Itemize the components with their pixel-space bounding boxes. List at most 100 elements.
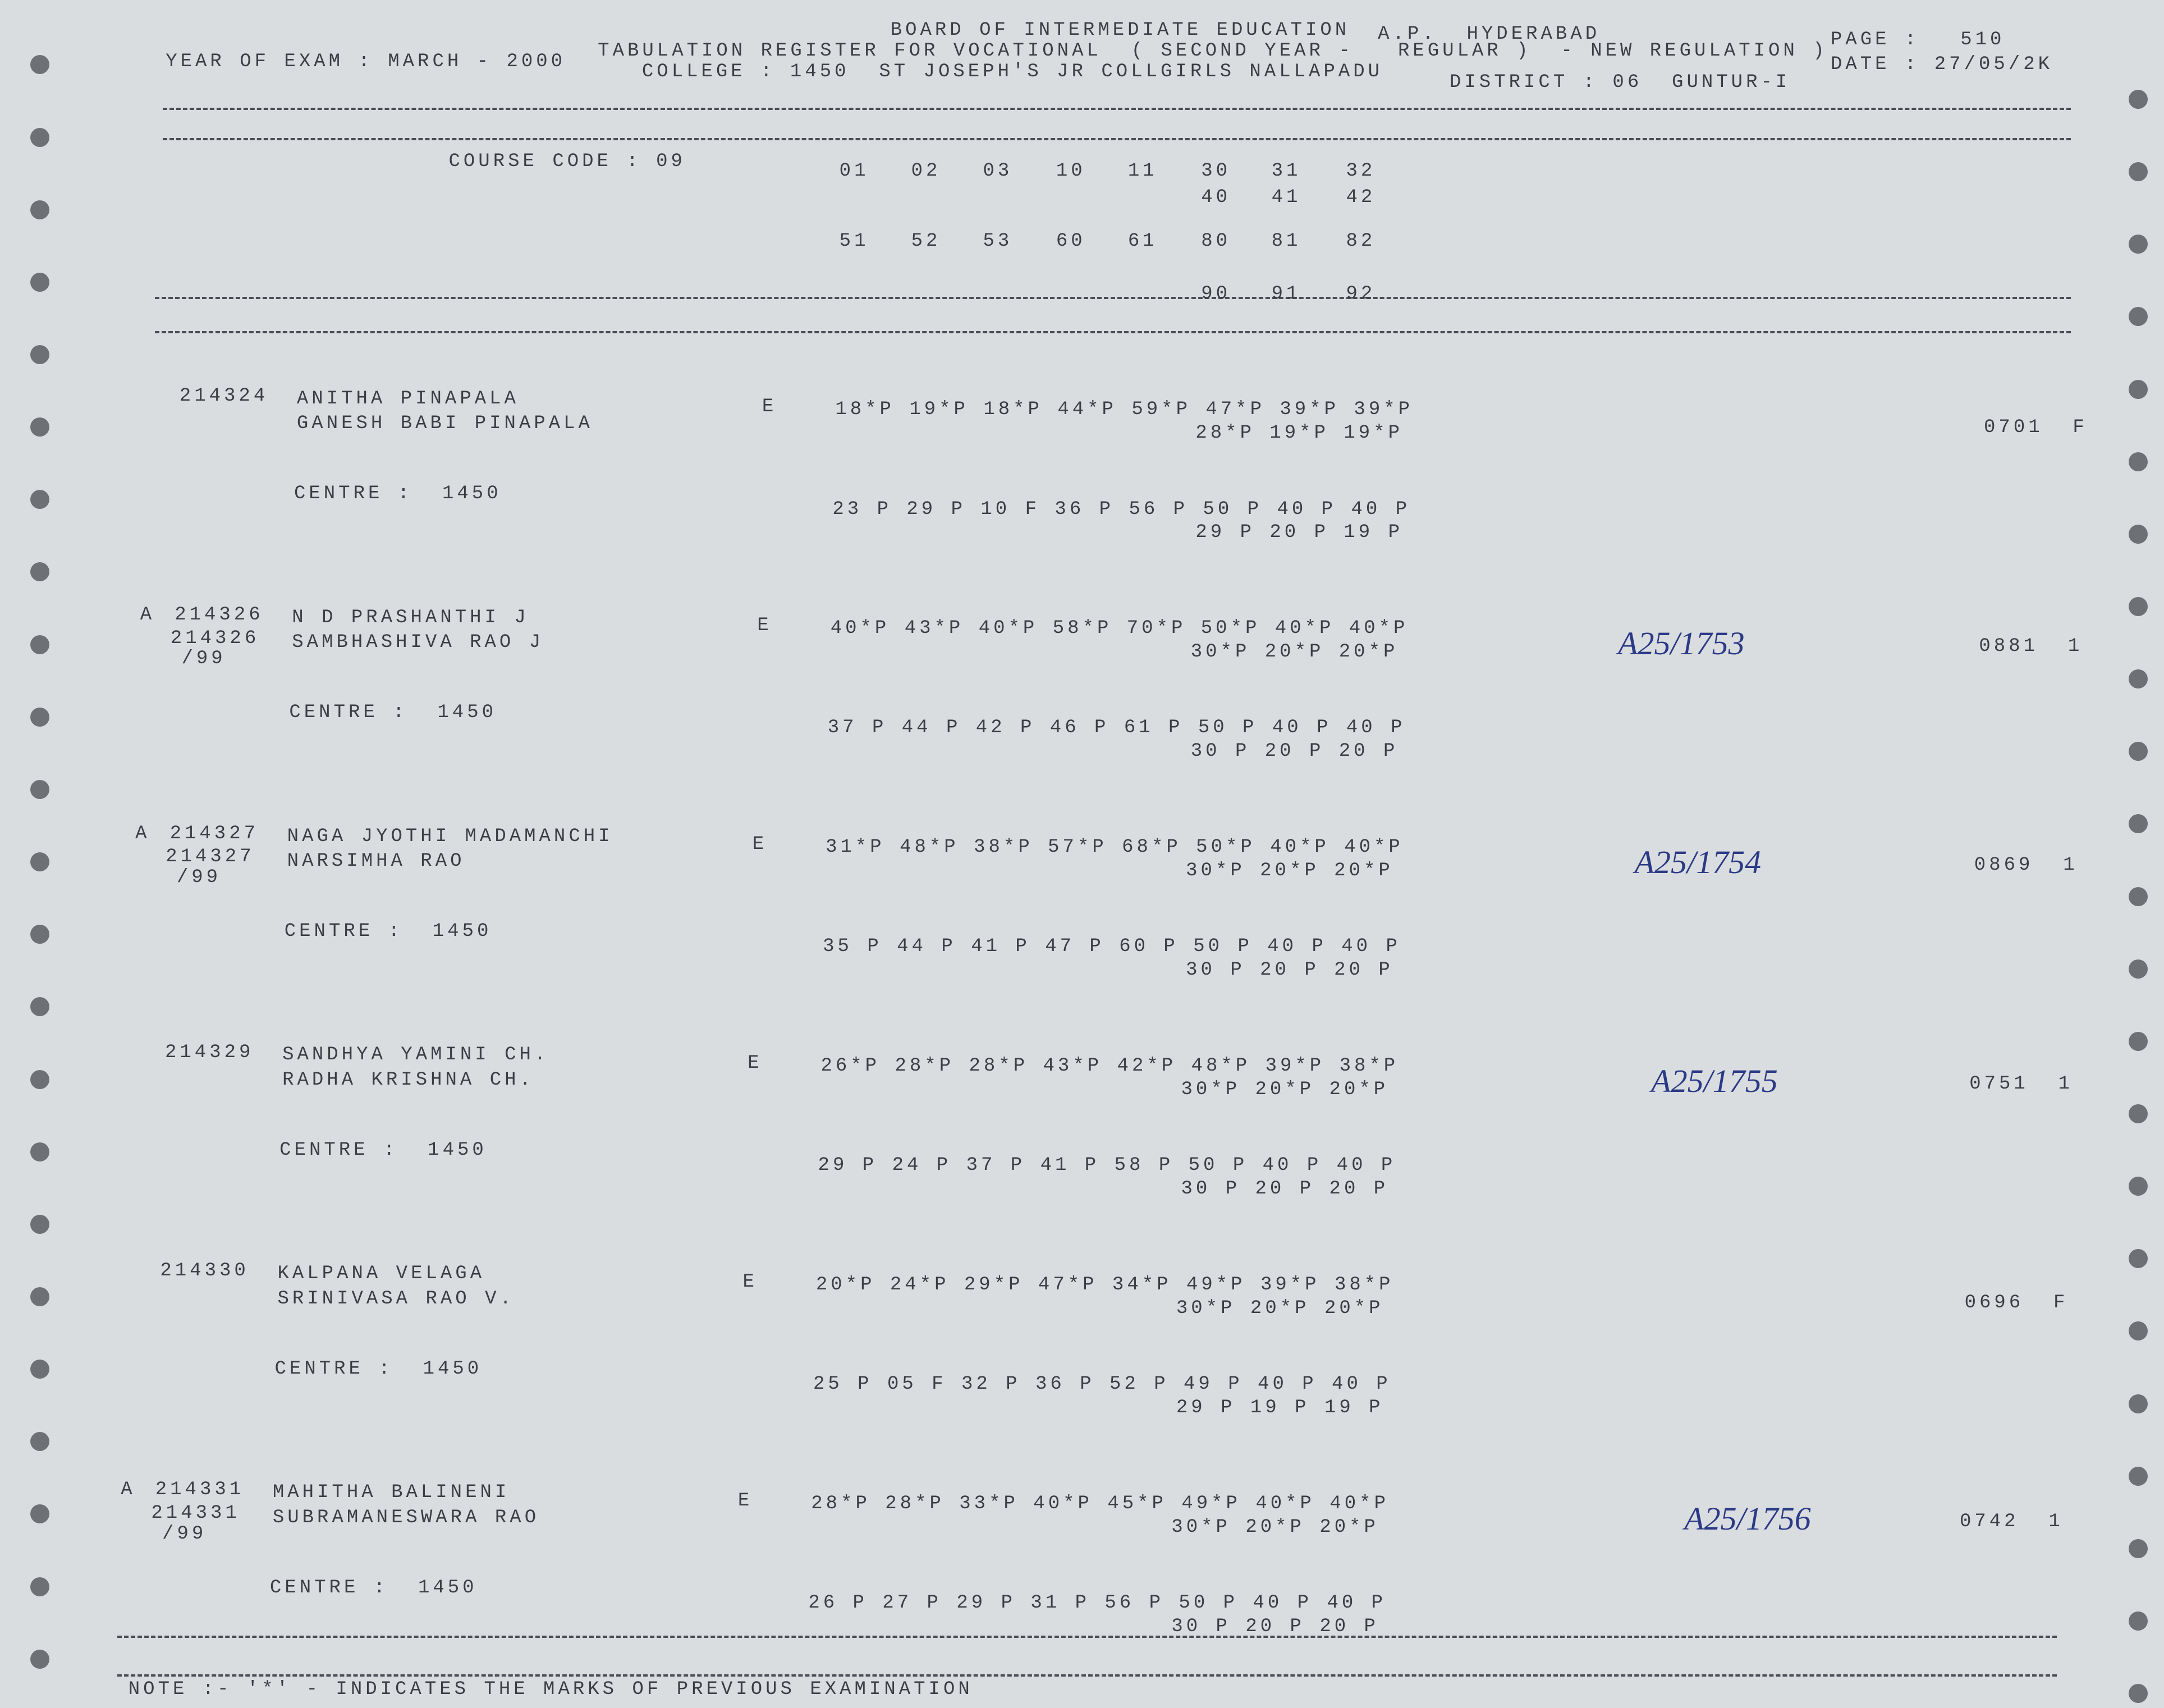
- previous-marks: 26*P 28*P 28*P 43*P 42*P 48*P 39*P 38*P: [820, 1055, 1399, 1077]
- father-name: SUBRAMANESWARA RAO: [272, 1507, 540, 1528]
- course-code: 42: [1346, 186, 1376, 208]
- medium: E: [762, 396, 777, 418]
- previous-marks: 28*P 19*P 19*P: [1195, 423, 1404, 444]
- punch-hole: [30, 417, 50, 437]
- punch-hole: [30, 1360, 50, 1379]
- centre: CENTRE : 1450: [294, 483, 502, 505]
- student-id: 214330: [160, 1260, 249, 1282]
- previous-marks: 40*P 43*P 40*P 58*P 70*P 50*P 40*P 40*P: [830, 618, 1409, 640]
- header-board: BOARD OF INTERMEDIATE EDUCATION: [890, 19, 1350, 41]
- course-code: 92: [1346, 283, 1376, 305]
- punch-hole: [2129, 524, 2148, 544]
- punch-hole: [2129, 307, 2148, 327]
- header-date: DATE : 27/05/2K: [1830, 54, 2053, 76]
- course-code: 02: [911, 160, 941, 182]
- course-code: 40: [1201, 186, 1231, 208]
- punch-hole: [2129, 1684, 2148, 1704]
- result: 0696 F: [1964, 1292, 2069, 1314]
- punch-hole: [30, 490, 50, 509]
- result: 0701 F: [1984, 417, 2088, 439]
- previous-marks: 20*P 24*P 29*P 47*P 34*P 49*P 39*P 38*P: [815, 1274, 1394, 1296]
- current-marks: 35 P 44 P 41 P 47 P 60 P 50 P 40 P 40 P: [823, 936, 1401, 958]
- course-code: 91: [1271, 283, 1301, 305]
- punch-hole: [2129, 1321, 2148, 1341]
- handwritten-number: A25/1756: [1684, 1500, 1811, 1537]
- previous-marks: 18*P 19*P 18*P 44*P 59*P 47*P 39*P 39*P: [835, 399, 1414, 421]
- medium: E: [737, 1490, 753, 1512]
- punch-hole: [2129, 379, 2148, 399]
- punch-hole: [30, 635, 50, 654]
- medium: E: [742, 1271, 758, 1293]
- previous-marks: 30*P 20*P 20*P: [1176, 1297, 1384, 1319]
- punch-hole: [30, 127, 50, 147]
- current-marks: 29 P 20 P 19 P: [1195, 522, 1404, 544]
- punch-hole: [2129, 452, 2148, 471]
- student-id: 214331: [155, 1479, 245, 1501]
- current-marks: 25 P 05 F 32 P 36 P 52 P 49 P 40 P 40 P: [813, 1374, 1391, 1395]
- father-name: SRINIVASA RAO V.: [277, 1288, 515, 1310]
- punch-hole: [2129, 235, 2148, 254]
- course-code: 53: [983, 231, 1013, 252]
- student-name: MAHITHA BALINENI: [272, 1482, 510, 1504]
- student-flag: A: [135, 823, 150, 844]
- punch-hole: [30, 1432, 50, 1452]
- previous-marks: 30*P 20*P 20*P: [1186, 860, 1393, 882]
- course-code: 30: [1201, 160, 1231, 182]
- result: 0742 1: [1959, 1510, 2064, 1532]
- punch-hole: [30, 707, 50, 727]
- course-code: 90: [1201, 283, 1231, 305]
- current-marks: 37 P 44 P 42 P 46 P 61 P 50 P 40 P 40 P: [827, 717, 1406, 739]
- student-name: KALPANA VELAGA: [277, 1263, 485, 1285]
- rule: [154, 296, 2071, 299]
- punch-hole: [2129, 1466, 2148, 1486]
- rule: [117, 1674, 2057, 1677]
- header-year: YEAR OF EXAM : MARCH - 2000: [166, 51, 566, 73]
- student-name: NAGA JYOTHI MADAMANCHI: [287, 825, 613, 847]
- centre: CENTRE : 1450: [279, 1140, 487, 1161]
- punch-hole: [2129, 1177, 2148, 1196]
- punch-hole: [2129, 887, 2148, 906]
- student-flag: A: [140, 604, 155, 626]
- father-name: RADHA KRISHNA CH.: [282, 1069, 534, 1091]
- punch-hole: [30, 1142, 50, 1161]
- punch-hole: [30, 852, 50, 872]
- punch-hole: [30, 55, 50, 75]
- punch-hole: [30, 997, 50, 1017]
- student-id: 214327: [169, 823, 259, 844]
- current-marks: 23 P 29 P 10 F 36 P 56 P 50 P 40 P 40 P: [832, 498, 1411, 520]
- course-code: 10: [1056, 160, 1086, 182]
- student-name: SANDHYA YAMINI CH.: [282, 1044, 549, 1066]
- punch-hole: [2129, 1539, 2148, 1558]
- handwritten-number: A25/1755: [1651, 1062, 1778, 1099]
- student-id: 214331: [151, 1503, 240, 1525]
- header-place: A.P. HYDERABAD: [1378, 24, 1601, 45]
- current-marks: 30 P 20 P 20 P: [1186, 959, 1393, 981]
- father-name: GANESH BABI PINAPALA: [296, 413, 593, 434]
- punch-hole: [2129, 1611, 2148, 1631]
- punch-hole: [30, 562, 50, 582]
- punch-hole: [2129, 1394, 2148, 1413]
- punch-hole: [2129, 814, 2148, 834]
- course-code: 60: [1056, 231, 1086, 252]
- current-marks: 26 P 27 P 29 P 31 P 56 P 50 P 40 P 40 P: [808, 1592, 1387, 1614]
- current-marks: 30 P 20 P 20 P: [1171, 1615, 1379, 1637]
- result: 0869 1: [1974, 855, 2078, 876]
- course-code: 51: [839, 231, 869, 252]
- header-district: DISTRICT : 06 GUNTUR-I: [1450, 72, 1791, 94]
- punch-hole: [2129, 1031, 2148, 1051]
- punch-hole: [30, 1649, 50, 1669]
- previous-marks: 30*P 20*P 20*P: [1171, 1516, 1379, 1538]
- punch-hole: [30, 1069, 50, 1089]
- course-code: 31: [1271, 160, 1301, 182]
- handwritten-number: A25/1753: [1618, 625, 1745, 662]
- header-page-label: PAGE :: [1830, 29, 1920, 51]
- student-id: 214329: [164, 1041, 254, 1063]
- rule: [117, 1636, 2057, 1638]
- course-code: 32: [1346, 160, 1376, 182]
- student-id: 214326: [175, 604, 264, 626]
- punch-hole: [30, 1214, 50, 1234]
- centre: CENTRE : 1450: [269, 1577, 478, 1599]
- punch-hole: [30, 779, 50, 799]
- header-college: COLLEGE : 1450 ST JOSEPH'S JR COLLGIRLS …: [641, 61, 1383, 82]
- punch-hole: [30, 1287, 50, 1306]
